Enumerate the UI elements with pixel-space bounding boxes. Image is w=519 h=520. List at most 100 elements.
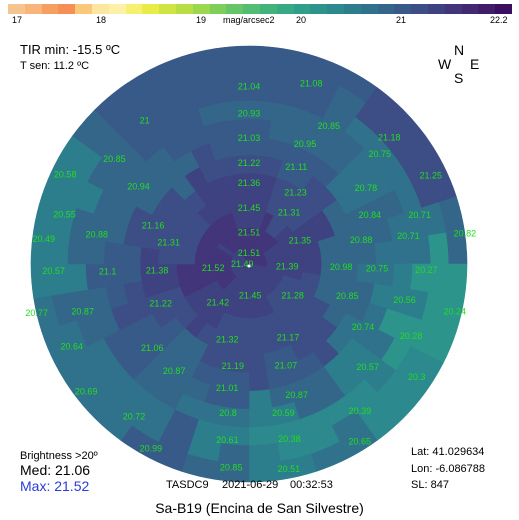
sky-sector [392, 263, 413, 290]
brightness-value-label: 21.23 [284, 187, 307, 197]
brightness-value-label: 21.11 [285, 162, 307, 172]
device-id: TASDC9 [166, 479, 209, 491]
sky-sector [121, 243, 142, 265]
brightness-value-label: 20.87 [163, 366, 186, 376]
scale-swatch [24, 4, 42, 14]
scale-swatch [343, 4, 361, 14]
brightness-value-label: 21.49 [231, 259, 254, 269]
scale-tick: 20 [296, 15, 307, 25]
sky-sector [392, 238, 413, 265]
brightness-value-label: 20.85 [103, 154, 126, 164]
brightness-value-label: 21.38 [146, 265, 169, 275]
brightness-value-label: 20.64 [61, 342, 84, 352]
brightness-value-label: 20.85 [318, 121, 341, 131]
latitude: Lat: 41.029634 [411, 446, 484, 458]
scale-swatch [259, 4, 277, 14]
scale-swatch [310, 4, 328, 14]
compass-s: S [454, 70, 464, 86]
scale-swatch [427, 4, 445, 14]
brightness-value-label: 20.57 [42, 266, 65, 276]
brightness-value-label: 21.31 [157, 238, 180, 248]
scale-tick: 21 [396, 15, 407, 25]
sky-sector [248, 389, 273, 410]
scale-swatch [209, 4, 227, 14]
obs-time: 00:32:53 [290, 479, 333, 491]
sky-sector [248, 371, 270, 392]
max-value: Max: 21.52 [20, 478, 89, 494]
sky-sector [67, 263, 88, 293]
station-title: Sa-B19 (Encina de San Silvestre) [155, 500, 364, 516]
brightness-value-label: 20.56 [393, 295, 416, 305]
brightness-value-label: 20.95 [294, 139, 317, 149]
brightness-value-label: 20.51 [278, 464, 301, 474]
longitude: Lon: -6.086788 [411, 463, 485, 475]
brightness-value-label: 20.61 [216, 435, 239, 445]
brightness-value-label: 20.82 [454, 229, 477, 239]
brightness-value-label: 20.88 [350, 235, 373, 245]
lat-label: Lat: [411, 446, 430, 458]
tsen-label: T sen: [20, 60, 51, 72]
brightness-value-label: 20.75 [366, 264, 389, 274]
scale-tick: 19 [196, 15, 207, 25]
med-value: 21.06 [55, 462, 91, 478]
brightness-value-label: 21.51 [238, 248, 261, 258]
scale-swatch [91, 4, 109, 14]
compass-n: N [454, 42, 465, 58]
sky-sector [248, 407, 275, 428]
sky-sector [121, 263, 142, 285]
sky-sector [103, 240, 124, 265]
scale-swatch [360, 4, 378, 14]
sl-value: 847 [430, 479, 449, 491]
brightness-value-label: 20.59 [272, 408, 295, 418]
brightness-value-label: 20.8 [219, 408, 237, 418]
sky-sector [248, 45, 284, 67]
brightness-value-label: 20.75 [369, 149, 392, 159]
brightness-value-label: 21.19 [222, 361, 245, 371]
brightness-value-label: 21.39 [276, 262, 299, 272]
med-label: Med: [20, 462, 52, 478]
scale-swatch [41, 4, 59, 14]
brightness-value-label: 20.28 [400, 331, 423, 341]
brightness-value-label: 21.17 [277, 332, 300, 342]
brightness-value-label: 21.52 [202, 263, 225, 273]
scale-unit: mag/arcsec2 [223, 15, 275, 25]
lon-value: -6.086788 [435, 463, 486, 475]
brightness-value-label: 21.01 [216, 383, 239, 393]
brightness-value-label: 20.58 [54, 169, 77, 179]
brightness-value-label: 21.51 [238, 228, 261, 238]
sky-sector [217, 443, 250, 465]
brightness-value-label: 21.1 [99, 266, 117, 276]
brightness-value-label: 21.35 [289, 235, 312, 245]
brightness-value-label: 20.38 [278, 434, 301, 444]
brightness-value-label: 20.27 [415, 265, 438, 275]
brightness-value-label: 21.45 [238, 203, 261, 213]
brightness-value-label: 21.06 [141, 343, 164, 353]
sector-layer [30, 45, 468, 483]
sky-sector [248, 443, 281, 465]
tir-min: TIR min: -15.5 ºC [20, 42, 120, 57]
brightness-value-label: 20.98 [330, 262, 353, 272]
scale-swatch [142, 4, 160, 14]
scale-swatch [108, 4, 126, 14]
sky-sector [248, 353, 267, 374]
brightness-value-label: 21.18 [378, 133, 401, 143]
brightness-value-label: 21.42 [207, 297, 230, 307]
obs-date: 2021-06-29 [222, 479, 279, 491]
brightness-value-label: 20.72 [123, 412, 146, 422]
sky-sector [428, 232, 450, 265]
brightness-value-label: 20.3 [408, 372, 426, 382]
brightness-value-label: 20.85 [336, 291, 359, 301]
tir-value: -15.5 ºC [72, 42, 121, 57]
brightness-value-label: 20.87 [285, 390, 308, 400]
lat-value: 41.029634 [432, 446, 485, 458]
brightness-value-label: 21.22 [149, 298, 172, 308]
sky-sector [67, 235, 88, 265]
scale-swatch [377, 4, 395, 14]
brightness-value-label: 20.57 [356, 362, 379, 372]
scale-swatch [293, 4, 311, 14]
brightness-label: Brightness >20º [20, 450, 98, 462]
scale-swatch [276, 4, 294, 14]
brightness-value-label: 20.99 [140, 444, 163, 454]
